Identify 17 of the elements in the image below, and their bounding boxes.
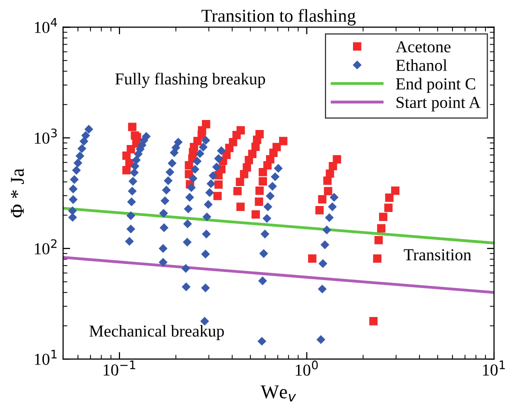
chart-title: Transition to flashing [201, 8, 356, 26]
x-tick-label: 10$^{1}$ [483, 360, 505, 376]
annotation: Transition [404, 249, 472, 260]
y-tick-label: 10$^{2}$ [34, 239, 56, 254]
annotation: Fully flashing breakup [115, 72, 266, 88]
y-tick-label: 10$^{4}$ [34, 18, 57, 34]
legend-label: End point C [396, 78, 476, 93]
legend-label: Ethanol [396, 59, 447, 71]
x-tick-label: 10$^{−1}$ [104, 360, 136, 376]
y-tick-label: 10$^{3}$ [34, 128, 57, 144]
annotation: Mechanical breakup [89, 324, 224, 340]
y-tick-label: 10$^{1}$ [34, 350, 57, 365]
y-axis-title: Φ * Ja [10, 168, 24, 218]
legend-label: Start point A [396, 96, 481, 112]
x-axis-title: We$_{v}$ [260, 385, 296, 402]
x-tick-label: 10$^{0}$ [296, 360, 318, 376]
legend-label: Acetone [396, 41, 450, 52]
